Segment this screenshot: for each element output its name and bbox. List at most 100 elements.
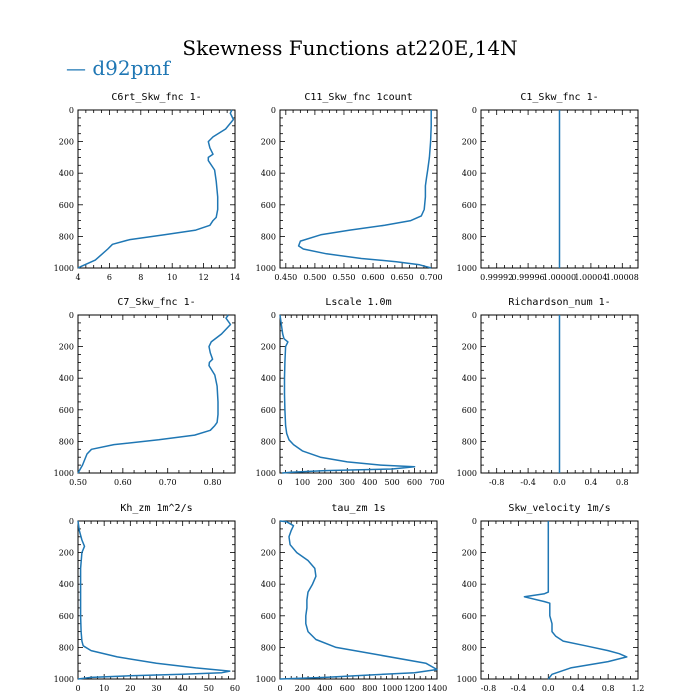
plot-frame	[77, 314, 236, 474]
y-tick-label: 1000	[457, 675, 477, 684]
x-tick-label: 0.70	[159, 478, 177, 487]
y-tick-label: 1000	[256, 675, 276, 684]
x-tick-label: 100	[295, 478, 310, 487]
x-tick-label: 200	[295, 684, 310, 693]
y-tick-label: 200	[462, 549, 477, 558]
y-tick-label: 1000	[256, 469, 276, 478]
y-tick-label: 800	[59, 643, 74, 652]
series-line	[279, 520, 438, 680]
x-tick-label: 0.99992	[480, 273, 513, 282]
plot-frame	[77, 109, 236, 269]
plot-frame	[77, 520, 236, 680]
y-tick-label: 400	[462, 374, 477, 383]
y-tick-label: 600	[261, 201, 276, 210]
x-tick-label: 14	[230, 273, 240, 282]
y-tick-label: 1000	[457, 469, 477, 478]
plot-frame	[279, 520, 438, 680]
chart-panel-3: C1_Skw_fnc 1- 0 200 400 600 800 10000.999920.9…	[457, 92, 639, 282]
y-tick-label: 0	[271, 517, 276, 526]
chart-title: Skw_velocity 1m/s	[508, 503, 610, 514]
y-tick-label: 400	[59, 169, 74, 178]
x-tick-label: 0.500	[303, 273, 326, 282]
y-tick-label: 1000	[457, 264, 477, 273]
y-tick-label: 200	[261, 549, 276, 558]
x-tick-label: 0.0	[542, 684, 555, 693]
y-tick-label: 0	[271, 311, 276, 320]
legend-label: d92pmf	[92, 56, 170, 80]
x-tick-label: 0	[277, 478, 282, 487]
chart-title: C1_Skw_fnc 1-	[520, 92, 598, 103]
plot-frame	[279, 109, 438, 269]
y-tick-label: 800	[59, 437, 74, 446]
y-tick-label: 200	[261, 343, 276, 352]
y-tick-label: 400	[59, 374, 74, 383]
x-tick-label: -0.8	[489, 478, 504, 487]
y-tick-label: 200	[462, 138, 477, 147]
y-tick-label: 800	[462, 643, 477, 652]
chart-title: Kh_zm 1m^2/s	[120, 503, 192, 514]
x-tick-label: 1000	[382, 684, 402, 693]
x-tick-label: 0.4	[572, 684, 585, 693]
x-tick-label: 1400	[427, 684, 447, 693]
x-tick-label: 600	[340, 684, 355, 693]
x-tick-label: 20	[125, 684, 135, 693]
y-tick-label: 600	[261, 612, 276, 621]
y-tick-label: 0	[69, 311, 74, 320]
x-tick-label: 0.8	[602, 684, 615, 693]
page-title: Skewness Functions at220E,14N	[182, 36, 518, 60]
y-tick-label: 400	[261, 580, 276, 589]
x-tick-label: 40	[178, 684, 188, 693]
x-tick-label: 0.60	[114, 478, 132, 487]
y-tick-label: 400	[261, 169, 276, 178]
y-tick-label: 600	[59, 612, 74, 621]
y-tick-label: 1000	[54, 264, 74, 273]
x-tick-label: 0	[277, 684, 282, 693]
x-tick-label: 0.50	[69, 478, 87, 487]
y-tick-label: 400	[462, 580, 477, 589]
y-tick-label: 800	[261, 232, 276, 241]
y-tick-label: 0	[69, 517, 74, 526]
x-tick-label: 1.00008	[606, 273, 639, 282]
x-tick-label: 50	[204, 684, 214, 693]
x-tick-label: 500	[385, 478, 400, 487]
plot-frame	[480, 520, 639, 680]
x-tick-label: 200	[317, 478, 332, 487]
x-tick-label: -0.4	[520, 478, 535, 487]
series-line	[297, 110, 432, 269]
y-tick-label: 600	[462, 201, 477, 210]
y-tick-label: 600	[261, 406, 276, 415]
x-tick-label: 0.450	[274, 273, 297, 282]
y-tick-label: 0	[472, 517, 477, 526]
chart-title: C7_Skw_fnc 1-	[117, 297, 195, 308]
x-tick-label: -0.4	[511, 684, 526, 693]
series-line	[523, 521, 628, 680]
series-line	[77, 520, 231, 680]
y-tick-label: 600	[59, 201, 74, 210]
plot-frame	[279, 314, 438, 474]
y-tick-label: 400	[261, 374, 276, 383]
y-tick-label: 800	[261, 643, 276, 652]
x-tick-label: 0.4	[585, 478, 598, 487]
x-tick-label: 30	[151, 684, 161, 693]
x-tick-label: 1200	[404, 684, 424, 693]
x-tick-label: 700	[429, 478, 444, 487]
y-tick-label: 0	[69, 106, 74, 115]
chart-title: tau_zm 1s	[331, 503, 385, 514]
x-tick-label: 1.00000	[543, 273, 576, 282]
x-tick-label: 0.8	[616, 478, 629, 487]
y-tick-label: 200	[462, 343, 477, 352]
chart-panel-6: Richardson_num 1- 0 200 400 600 800 1000 -0.8 -0…	[457, 297, 639, 487]
y-tick-label: 600	[59, 406, 74, 415]
y-tick-label: 800	[261, 437, 276, 446]
y-tick-label: 800	[462, 232, 477, 241]
y-tick-label: 800	[59, 232, 74, 241]
y-tick-label: 200	[59, 343, 74, 352]
x-tick-label: 1.2	[632, 684, 645, 693]
y-tick-label: 0	[271, 106, 276, 115]
x-tick-label: 0.700	[420, 273, 443, 282]
